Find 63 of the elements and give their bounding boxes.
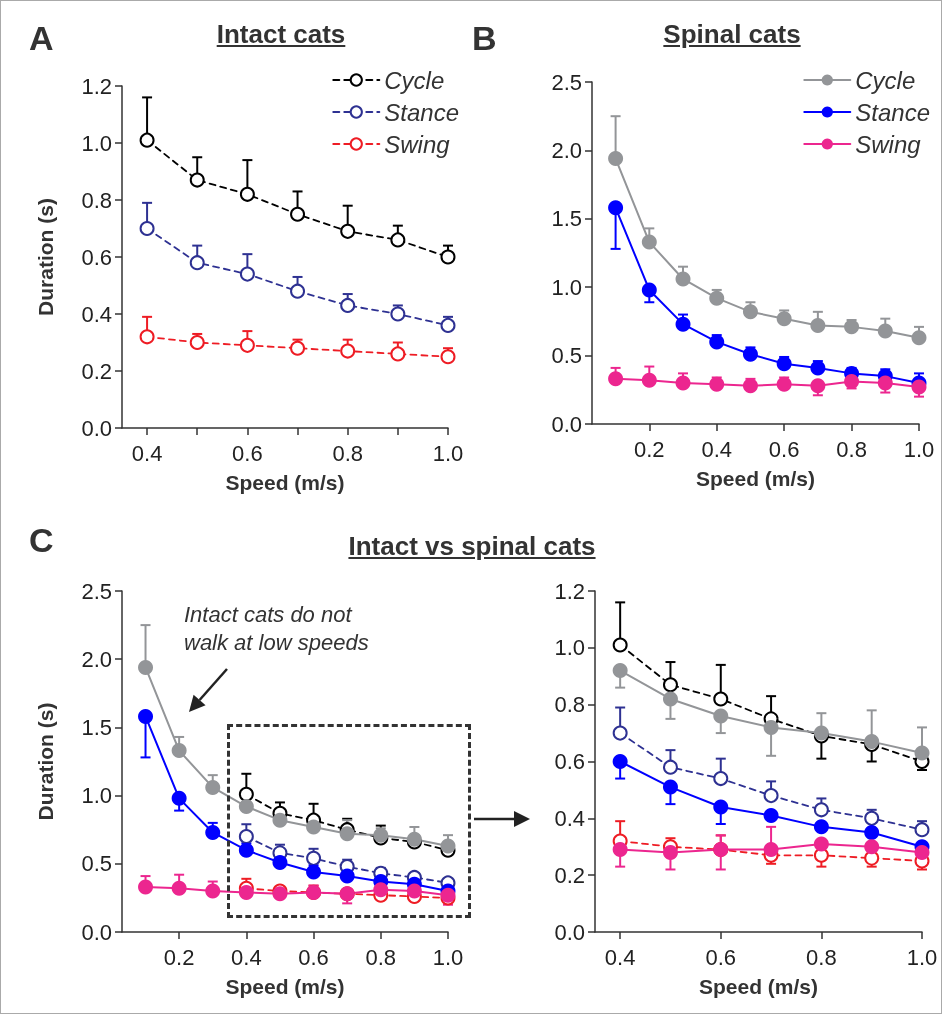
x-tick-label: 0.6 xyxy=(768,436,800,462)
y-tick-label: 0.5 xyxy=(81,851,112,877)
x-tick-label: 0.6 xyxy=(705,944,737,970)
chart-title: Spinal cats xyxy=(663,19,801,50)
y-tick-label: 1.0 xyxy=(551,274,582,300)
y-tick-label: 0.0 xyxy=(81,919,112,945)
y-tick-label: 0.2 xyxy=(554,862,585,888)
x-axis-title: Speed (m/s) xyxy=(225,975,345,998)
x-tick-label: 0.8 xyxy=(836,436,867,462)
y-tick-label: 0.4 xyxy=(554,805,585,831)
y-tick-label: 1.0 xyxy=(554,635,585,661)
y-axis-title: Duration (s) xyxy=(34,198,57,316)
y-axis-title: Duration (s) xyxy=(34,702,57,821)
y-tick-label: 0.6 xyxy=(81,244,112,270)
x-tick-label: 0.4 xyxy=(604,944,636,970)
y-tick-label: 0.8 xyxy=(81,187,112,213)
x-tick-label: 0.8 xyxy=(806,944,837,970)
y-tick-label: 0.0 xyxy=(81,415,112,441)
legend-label: Cycle xyxy=(384,66,445,94)
x-tick-label: 0.4 xyxy=(131,440,163,466)
y-tick-label: 1.2 xyxy=(554,578,585,604)
x-tick-label: 1.0 xyxy=(432,944,464,970)
y-tick-label: 0.2 xyxy=(81,358,112,384)
x-tick-label: 0.8 xyxy=(365,944,397,970)
y-tick-label: 0.6 xyxy=(554,749,585,774)
y-tick-label: 1.5 xyxy=(81,714,112,740)
x-tick-label: 1.0 xyxy=(432,440,464,466)
text: A xyxy=(29,19,54,58)
x-tick-label: 0.6 xyxy=(232,440,263,466)
y-tick-label: 2.0 xyxy=(551,137,582,163)
text: C xyxy=(29,521,54,560)
x-tick-label: 0.6 xyxy=(298,944,329,970)
y-tick-label: 1.2 xyxy=(81,73,112,99)
chart-title: Intact vs spinal cats xyxy=(348,531,596,562)
x-axis-title: Speed (m/s) xyxy=(695,467,816,490)
text: B xyxy=(472,19,497,58)
x-tick-label: 1.0 xyxy=(903,436,935,462)
x-tick-label: 0.2 xyxy=(163,944,195,970)
y-tick-label: 2.5 xyxy=(551,69,582,95)
y-tick-label: 2.0 xyxy=(81,646,112,672)
legend-label: Cycle xyxy=(855,66,916,94)
annotation: Intact cats do not walk at low speeds xyxy=(184,601,370,657)
x-tick-label: 0.2 xyxy=(634,436,665,462)
y-tick-label: 0.4 xyxy=(81,301,112,327)
y-tick-label: 0.0 xyxy=(554,919,585,945)
x-tick-label: 0.8 xyxy=(332,440,363,466)
y-tick-label: 1.5 xyxy=(551,206,582,232)
x-axis-title: Speed (m/s) xyxy=(225,471,345,494)
x-tick-label: 0.4 xyxy=(231,944,262,970)
x-tick-label: 1.0 xyxy=(906,944,938,970)
chart-title: Intact cats xyxy=(216,19,346,50)
x-tick-label: 0.4 xyxy=(701,436,733,462)
y-tick-label: 0.8 xyxy=(554,692,585,718)
y-tick-label: 1.0 xyxy=(81,783,112,809)
legend-label: Stance xyxy=(855,98,930,126)
legend-label: Swing xyxy=(855,130,922,158)
y-tick-label: 1.0 xyxy=(81,130,112,156)
x-axis-title: Speed (m/s) xyxy=(698,975,819,998)
y-tick-label: 0.0 xyxy=(551,411,582,437)
legend-label: Stance xyxy=(384,98,459,126)
legend-label: Swing xyxy=(384,130,451,158)
y-tick-label: 0.5 xyxy=(551,343,582,369)
y-tick-label: 2.5 xyxy=(81,578,112,604)
